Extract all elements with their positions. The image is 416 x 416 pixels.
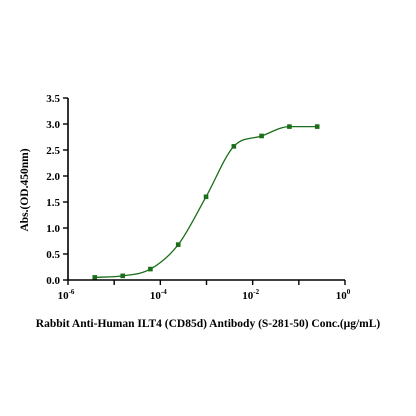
y-tick-label: 3.0 (46, 119, 60, 131)
x-axis-title: Rabbit Anti-Human ILT4 (CD85d) Antibody … (36, 318, 381, 330)
y-axis-ticks: 0.0 0.5 1.0 1.5 2.0 2.5 3.0 3.5 (46, 93, 68, 287)
data-point (203, 194, 209, 200)
y-tick-label: 0.0 (46, 275, 60, 287)
y-tick-label: 1.5 (46, 197, 60, 209)
data-point (92, 275, 98, 280)
y-tick-label: 1.0 (46, 223, 60, 235)
data-point (148, 266, 153, 272)
data-point (231, 144, 237, 149)
x-tick-label: 10-2 (242, 288, 259, 302)
x-axis-ticks: 10-6 10-4 10-2 100 (58, 280, 351, 302)
data-point (259, 133, 264, 139)
x-tick-label: 100 (336, 288, 351, 302)
data-point (287, 124, 292, 129)
data-point (120, 273, 125, 279)
data-point (314, 124, 320, 129)
y-tick-label: 3.5 (46, 93, 60, 105)
y-axis-title: Abs.(OD.450nm) (19, 148, 31, 231)
x-tick-label: 10-6 (58, 288, 75, 302)
data-points (92, 124, 320, 280)
fit-curve (94, 125, 318, 279)
x-tick-label: 10-4 (150, 288, 167, 302)
data-point (175, 242, 181, 247)
y-tick-label: 2.0 (46, 171, 60, 183)
y-tick-label: 0.5 (46, 249, 60, 261)
y-tick-label: 2.5 (46, 145, 60, 157)
plot-area (92, 124, 320, 280)
